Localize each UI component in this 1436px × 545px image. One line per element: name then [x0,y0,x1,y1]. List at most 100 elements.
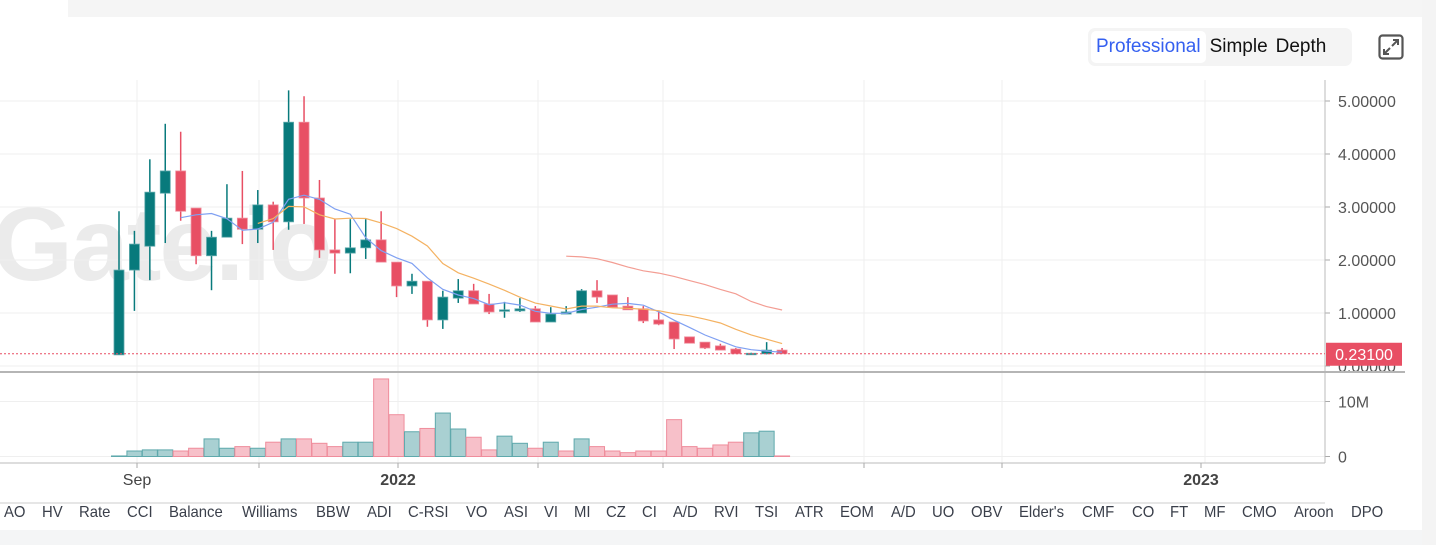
expand-icon[interactable] [1378,34,1404,60]
volume-bar-down [666,419,683,457]
volume-bar-up [403,431,420,457]
volume-bar-down [296,438,313,457]
time-tick-label: 2023 [1183,472,1219,489]
indicator-tab[interactable]: ATR [794,504,824,521]
volume-bar-up [111,455,127,458]
price-tick-label: 2.00000 [1338,253,1396,270]
right-gutter [1422,0,1436,545]
volume-bar-down [589,446,606,458]
indicator-tab[interactable]: ADI [366,504,392,521]
volume-bar-up [126,450,143,457]
price-tick-label: 3.00000 [1338,200,1396,217]
indicator-tab[interactable]: RVI [714,504,739,521]
indicator-tab[interactable]: CI [642,504,658,521]
candle-down [391,261,402,287]
volume-bar-down [650,450,667,457]
ma30-line [566,255,783,311]
volume-bar-down [712,444,729,458]
volume-bar-down [727,441,744,458]
indicator-tab[interactable]: ASI [503,504,528,521]
candle-up [129,243,140,271]
indicator-tab[interactable]: UO [932,504,955,521]
last-price-label: 0.23100 [1335,347,1393,364]
volume-bar-down [234,446,251,458]
indicator-tab[interactable]: Balance [169,504,223,521]
view-mode-simple[interactable]: Simple [1209,36,1268,57]
indicator-tab[interactable]: MF [1204,504,1226,521]
indicator-tab[interactable]: MI [573,504,591,521]
indicator-tab[interactable]: FT [1170,504,1189,521]
volume-bar-down [311,442,328,457]
indicator-tab[interactable]: TSI [755,504,779,521]
volume-bar-up [434,412,451,457]
candle-up [344,247,356,254]
candle-up [576,290,587,314]
ma10-line [257,205,783,345]
indicator-tab[interactable]: HV [41,504,63,521]
indicator-tab[interactable]: Williams [241,504,297,521]
volume-bar-up [743,432,760,458]
candle-down [483,303,495,313]
view-mode-professional[interactable]: Professional [1091,31,1206,63]
indicator-tab[interactable]: C-RSI [407,504,449,521]
candle-up [437,296,449,321]
indicator-tab[interactable]: VI [544,504,559,521]
indicator-tab[interactable]: CZ [606,504,627,521]
volume-bar-down [481,449,498,457]
volume-bar-down [527,447,544,457]
candle-up [113,269,125,356]
volume-tick-label: 0 [1338,450,1347,467]
indicator-tab[interactable]: A/D [672,504,698,521]
volume-bar-down [188,447,205,457]
indicator-tab[interactable]: Elder's [1019,504,1065,521]
volume-bar-up [218,447,235,457]
candle-up [283,121,295,223]
volume-bar-up [511,442,528,457]
volume-bar-up [496,435,513,457]
volume-bar-down [373,378,390,458]
volume-bar-down [696,447,713,457]
candle-down [529,308,541,323]
indicator-tab[interactable]: AO [4,504,26,521]
candle-up [144,191,156,247]
last-price-badge [1326,342,1402,366]
volume-bar-down [172,450,189,457]
candle-up [406,280,418,287]
view-mode-depth[interactable]: Depth [1275,36,1327,57]
indicator-tab[interactable]: DPO [1351,504,1384,521]
candle-down [314,197,325,251]
volume-bar-up [542,441,559,458]
indicator-tabs: AO HV Rate CCI Balance Williams BBW ADI C-RSI VO A… [4,504,1386,522]
indicator-tab[interactable]: BBW [315,504,350,521]
candle-up [745,352,757,356]
volume-bar-down [265,441,282,458]
price-tick-label: 1.00000 [1338,306,1396,323]
volume-bar-up [141,449,158,457]
volume-bar-up [249,447,266,457]
time-tick-label: Sep [123,472,152,489]
volume-bar-down [388,414,405,458]
indicator-tab[interactable]: CMF [1082,504,1115,521]
top-bar [68,0,1422,17]
volume-bar-down [619,452,636,457]
ma5-line [180,194,783,353]
candle-up [499,309,510,312]
candle-down [699,341,711,349]
indicator-tab[interactable]: CO [1131,504,1154,521]
candle-down [730,348,742,355]
indicator-tab[interactable]: CCI [126,504,153,521]
indicator-tab[interactable]: Rate [78,504,110,521]
indicator-tab[interactable]: OBV [970,504,1003,521]
indicator-tab[interactable]: Aroon [1293,504,1334,521]
volume-bar-up [203,438,220,457]
candle-up [545,313,557,323]
indicator-tab[interactable]: EOM [839,504,874,521]
volume-bar-down [558,450,575,457]
indicator-tab[interactable]: A/D [891,504,916,521]
indicator-tab[interactable]: CMO [1241,504,1277,521]
volume-bar-down [681,446,698,458]
indicator-tab[interactable]: VO [466,504,488,521]
candle-up [159,170,171,194]
candle-down [591,290,603,298]
